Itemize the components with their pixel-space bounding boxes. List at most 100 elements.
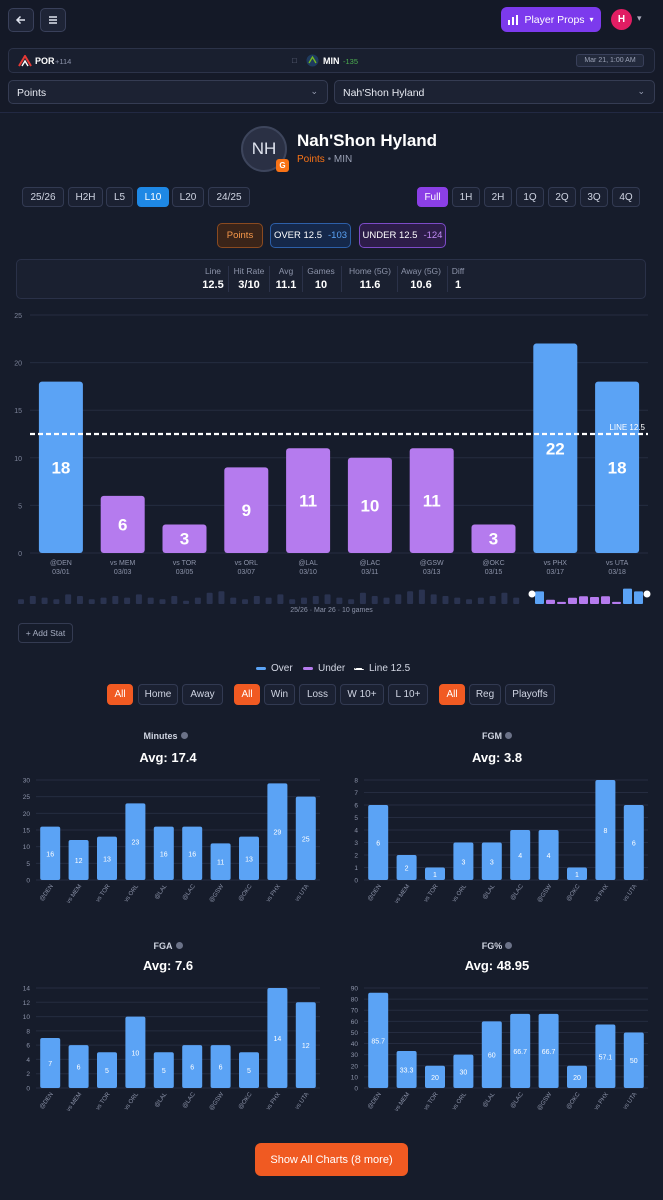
range-tab-l10[interactable]: L10 [137,187,169,207]
x-tick-label: @LAC [510,1091,525,1110]
x-tick-label: vs ORL [452,1091,469,1111]
filter-w10[interactable]: W 10+ [340,684,384,705]
bar-value-label: 13 [245,856,253,863]
y-tick-label: 15 [14,408,22,415]
over-pill[interactable]: OVER 12.5 -103 [270,223,351,248]
away-team: POR [35,56,55,66]
bar-value-label: 11 [299,492,317,511]
bar [182,1045,203,1088]
stat-line: Line 12.5 [200,266,226,291]
x-tick-label: @GSW [537,1091,554,1111]
game-selector[interactable]: POR +114 □ MIN -135 Mar 21, 1:00 AM [8,48,655,73]
range-tab-l5[interactable]: L5 [106,187,133,207]
period-tab-4q[interactable]: 4Q [612,187,640,207]
bar-value-label: 2 [405,866,409,873]
stat-select[interactable]: Points ⌄ [8,80,328,104]
y-tick-label: 2 [26,1071,30,1078]
market-pill[interactable]: Points [217,223,263,248]
x-tick-label: vs UTA [622,884,638,903]
home-odds: -135 [343,57,359,66]
y-tick-label: 25 [23,794,31,801]
x-tick-label: @LAC [360,560,381,567]
x-tick-label: vs PHX [266,884,282,904]
bar [538,1013,559,1088]
bar-value-label: 50 [630,1058,638,1065]
back-button[interactable] [8,8,34,32]
range-tab-h2h[interactable]: H2H [68,187,103,207]
bar [425,1065,445,1088]
filter-season-all[interactable]: All [439,684,465,705]
player-select[interactable]: Nah'Shon Hyland ⌄ [334,80,655,104]
filter-l10[interactable]: L 10+ [388,684,428,705]
player-props-button[interactable]: Player Props ▾ [501,7,601,32]
period-tab-full[interactable]: Full [417,187,448,207]
period-tab-2q[interactable]: 2Q [548,187,576,207]
y-tick-label: 3 [354,840,358,847]
bar [453,1054,474,1088]
period-tab-2h[interactable]: 2H [484,187,512,207]
bar-value-label: 1 [433,872,437,879]
under-pill[interactable]: UNDER 12.5 -124 [359,223,446,248]
x-tick-label: @LAC [182,883,197,902]
filter-reg[interactable]: Reg [469,684,501,705]
filter-playoffs[interactable]: Playoffs [505,684,555,705]
info-icon[interactable] [175,942,183,949]
bar [267,988,288,1088]
filter-win[interactable]: Win [264,684,295,705]
x-tick-label: vs MEM [66,1092,83,1113]
y-tick-label: 12 [23,1000,31,1007]
filter-loss[interactable]: Loss [299,684,336,705]
timeline-bar [324,594,331,604]
timeline-bar [242,599,249,604]
bar-value-label: 6 [118,515,127,534]
legend-under: Under [303,663,345,674]
bar-value-label: 14 [274,1036,282,1043]
stat-hit-rate: Hit Rate 3/10 [231,266,267,291]
filter-result-all[interactable]: All [234,684,260,705]
filter-location-all[interactable]: All [107,684,133,705]
chevron-down-icon: ▾ [589,15,594,24]
chevron-down-icon: ⌄ [637,86,645,96]
user-avatar[interactable]: H [611,9,632,30]
bar-value-label: 6 [632,841,636,848]
under-label: UNDER 12.5 [362,230,418,241]
info-icon[interactable] [505,732,512,739]
chevron-down-icon[interactable]: ▾ [637,13,642,23]
bar-value-label: 9 [242,501,251,520]
timeline-bar [477,597,484,604]
bar [623,805,644,880]
y-tick-label: 6 [354,803,358,810]
y-tick-label: 4 [26,1057,30,1064]
player-props-label: Player Props [524,13,585,26]
add-stat-button[interactable]: + Add Stat [18,623,73,643]
menu-button[interactable] [40,8,66,32]
divider [341,266,342,292]
bar-value-label: 3 [180,530,189,549]
bar [162,524,207,553]
timeline-bar [590,597,599,604]
legend-swatch [303,667,313,670]
timeline-bar [634,591,643,604]
period-tab-1q[interactable]: 1Q [516,187,544,207]
timeline-strip[interactable] [0,586,663,620]
bar [40,826,61,880]
x-tick-label: @LAC [510,883,525,902]
period-tab-3q[interactable]: 3Q [580,187,608,207]
info-icon[interactable] [505,942,513,949]
bar [68,1045,89,1088]
stat-value: 11.1 [275,279,297,291]
period-tab-1h[interactable]: 1H [452,187,480,207]
stat-label: Avg [278,266,294,276]
filter-away[interactable]: Away [182,684,223,705]
y-tick-label: 5 [18,503,22,510]
info-icon[interactable] [180,732,188,739]
range-tab-24-25[interactable]: 24/25 [208,187,250,207]
bar [97,1052,117,1088]
bar-value-label: 6 [190,1065,194,1072]
bar-value-label: 12 [75,858,83,865]
show-all-charts-button[interactable]: Show All Charts (8 more) [255,1143,408,1176]
range-tab-l20[interactable]: L20 [172,187,204,207]
stat-value: 10.6 [410,279,432,291]
range-tab-25-26[interactable]: 25/26 [22,187,64,207]
filter-home[interactable]: Home [138,684,178,705]
